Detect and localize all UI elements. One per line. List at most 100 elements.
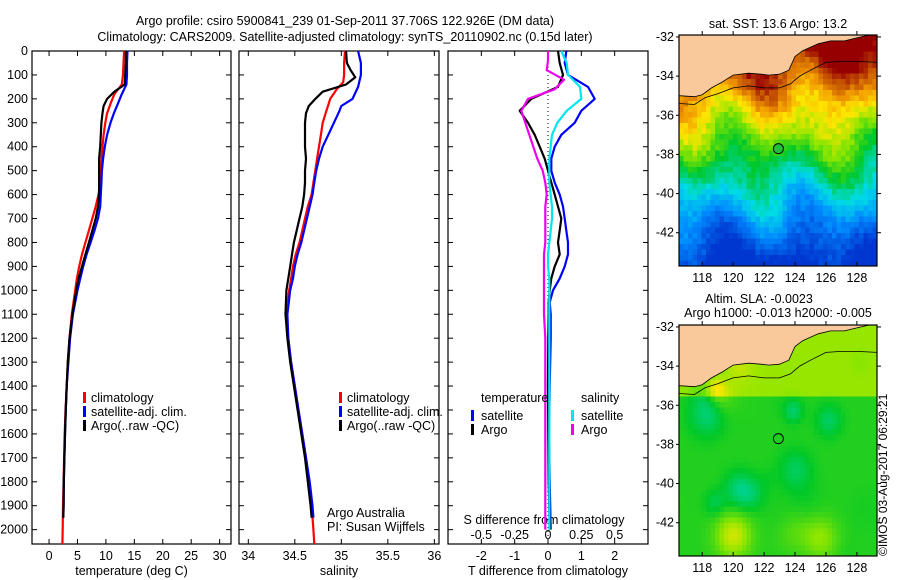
map-cell	[854, 134, 860, 141]
map-cell	[688, 528, 694, 535]
map-cell	[800, 407, 806, 414]
map-cell	[854, 347, 860, 354]
map-cell	[701, 550, 707, 556]
map-cell	[715, 451, 721, 458]
map-cell	[805, 216, 811, 223]
map-cell	[854, 391, 860, 398]
map-cell	[845, 244, 851, 251]
map-cell	[683, 106, 689, 113]
map-cell	[719, 161, 725, 168]
map-cell	[782, 523, 788, 530]
map-cell	[863, 435, 869, 442]
map-cell	[814, 123, 820, 130]
map-cell	[760, 95, 766, 102]
map-cell	[778, 95, 784, 102]
map-cell	[868, 227, 874, 234]
map-cell	[773, 222, 779, 229]
map-cell	[787, 457, 793, 464]
map-cell	[805, 222, 811, 229]
map-cell	[710, 545, 716, 552]
map-cell	[854, 424, 860, 431]
map-cell	[710, 457, 716, 464]
map-cell	[832, 369, 838, 376]
map-cell	[737, 534, 743, 541]
s-tick-label: 0	[545, 528, 552, 542]
map-cell	[827, 446, 833, 453]
map-cell	[773, 523, 779, 530]
map-cell	[742, 90, 748, 97]
map-cell	[751, 539, 757, 546]
map-cell	[796, 117, 802, 124]
map-cell	[746, 528, 752, 535]
map-cell	[854, 413, 860, 420]
map-cell	[845, 380, 851, 387]
map-cell	[854, 341, 860, 348]
map-cell	[719, 233, 725, 240]
map-cell	[845, 189, 851, 196]
map-cell	[805, 95, 811, 102]
y-tick-label: 0	[21, 44, 28, 58]
map-cell	[733, 200, 739, 207]
map-cell	[827, 369, 833, 376]
map-cell	[800, 424, 806, 431]
map-cell	[845, 238, 851, 245]
map-cell	[791, 506, 797, 513]
map-cell	[863, 534, 869, 541]
map-cell	[805, 457, 811, 464]
map-cell	[809, 73, 815, 80]
map-cell	[818, 440, 824, 447]
map-cell	[823, 156, 829, 163]
map-cell	[737, 539, 743, 546]
map-cell	[868, 413, 874, 420]
map-cell	[850, 244, 856, 251]
map-cell	[859, 462, 865, 469]
map-cell	[760, 402, 766, 409]
map-cell	[782, 123, 788, 130]
map-cell	[854, 534, 860, 541]
map-cell	[859, 424, 865, 431]
map-cell	[823, 484, 829, 491]
map-cell	[679, 139, 685, 146]
map-cell	[836, 479, 842, 486]
map-cell	[719, 150, 725, 157]
map-cell	[841, 413, 847, 420]
map-cell	[724, 501, 730, 508]
map-cell	[872, 528, 877, 535]
map-cell	[773, 413, 779, 420]
map-cell	[746, 495, 752, 502]
map-cell	[778, 479, 784, 486]
map-cell	[746, 139, 752, 146]
map-cell	[710, 413, 716, 420]
map-cell	[854, 205, 860, 212]
map-cell	[872, 46, 877, 53]
map-cell	[787, 479, 793, 486]
map-cell	[697, 123, 703, 130]
map-cell	[764, 528, 770, 535]
map-cell	[832, 413, 838, 420]
map-cell	[872, 385, 877, 392]
map-cell	[755, 429, 761, 436]
map-cell	[800, 402, 806, 409]
map-cell	[836, 413, 842, 420]
map-cell	[863, 260, 869, 266]
map-cell	[836, 145, 842, 152]
map-cell	[697, 238, 703, 245]
map-cell	[692, 385, 698, 392]
map-cell	[805, 79, 811, 86]
map-cell	[814, 336, 820, 343]
map-cell	[805, 402, 811, 409]
map-cell	[796, 446, 802, 453]
map-cell	[782, 550, 788, 556]
map-cell	[692, 473, 698, 480]
x-tick-label: 34	[241, 549, 255, 563]
map-cell	[697, 150, 703, 157]
map-cell	[791, 200, 797, 207]
map-cell	[778, 189, 784, 196]
map-cell	[796, 501, 802, 508]
map-cell	[836, 112, 842, 119]
map-cell	[845, 139, 851, 146]
map-cell	[845, 249, 851, 256]
map-cell	[823, 435, 829, 442]
map-cell	[746, 490, 752, 497]
map-cell	[836, 473, 842, 480]
